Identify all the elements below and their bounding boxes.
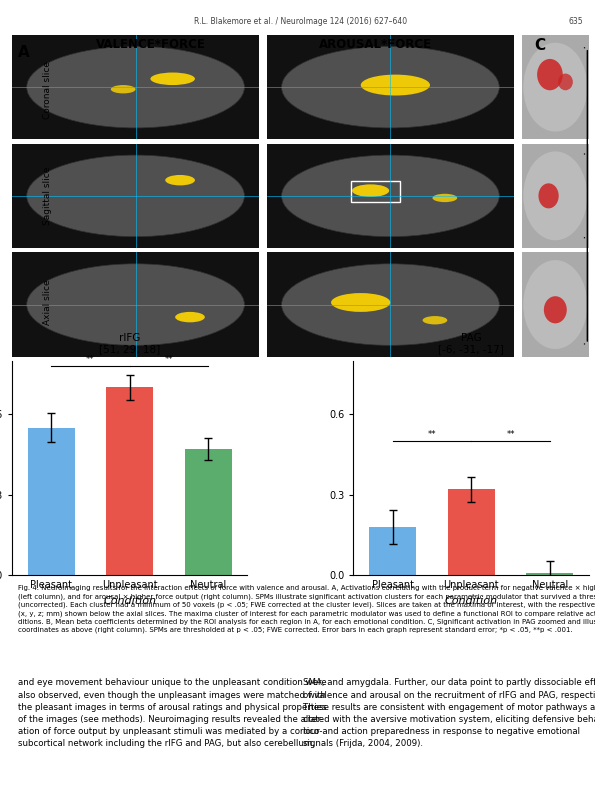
Text: VALENCE*FORCE: VALENCE*FORCE	[95, 38, 205, 51]
Text: Fig. 4. Neuroimaging results for the interaction effects of force with valence a: Fig. 4. Neuroimaging results for the int…	[18, 585, 595, 634]
Text: SMA, and amygdala. Further, our data point to partly dissociable effects
of vale: SMA, and amygdala. Further, our data poi…	[303, 678, 595, 748]
Bar	[369, 527, 416, 576]
Ellipse shape	[111, 85, 136, 94]
Text: A: A	[18, 44, 29, 60]
Bar	[184, 449, 232, 576]
Ellipse shape	[422, 316, 447, 325]
Ellipse shape	[537, 59, 563, 91]
Text: **: **	[428, 430, 436, 439]
Bar	[526, 572, 574, 576]
Text: Sagittal slice: Sagittal slice	[43, 167, 52, 225]
Bar	[447, 489, 495, 576]
Ellipse shape	[433, 194, 457, 202]
Ellipse shape	[27, 155, 245, 237]
Ellipse shape	[538, 183, 559, 208]
Ellipse shape	[165, 175, 195, 186]
Text: 635: 635	[569, 17, 583, 26]
Text: Axial slice: Axial slice	[43, 279, 52, 325]
Ellipse shape	[281, 46, 499, 128]
Ellipse shape	[523, 260, 587, 349]
Ellipse shape	[361, 75, 430, 95]
Bar	[27, 428, 75, 576]
Text: R.L. Blakemore et al. / NeuroImage 124 (2016) 627–640: R.L. Blakemore et al. / NeuroImage 124 (…	[194, 17, 407, 26]
Text: Coronal slice: Coronal slice	[43, 60, 52, 118]
Title: PAG
[-6, -31, -17]: PAG [-6, -31, -17]	[439, 333, 504, 354]
Ellipse shape	[151, 72, 195, 85]
Text: **: **	[86, 355, 95, 364]
Ellipse shape	[352, 184, 389, 197]
X-axis label: Condition: Condition	[103, 596, 156, 606]
Ellipse shape	[281, 155, 499, 237]
Bar	[106, 387, 154, 576]
Text: **: **	[165, 355, 173, 364]
Text: C: C	[534, 38, 546, 53]
Ellipse shape	[175, 312, 205, 322]
Ellipse shape	[27, 264, 245, 345]
X-axis label: Condition: Condition	[445, 596, 498, 606]
Ellipse shape	[523, 152, 587, 241]
Text: **: **	[506, 430, 515, 439]
Title: rIFG
[51, 29, 18]: rIFG [51, 29, 18]	[99, 333, 160, 354]
Ellipse shape	[27, 46, 245, 128]
Ellipse shape	[523, 43, 587, 132]
Ellipse shape	[281, 264, 499, 345]
Ellipse shape	[558, 74, 573, 91]
Text: and eye movement behaviour unique to the unpleasant condition were
also observed: and eye movement behaviour unique to the…	[18, 678, 326, 748]
Ellipse shape	[544, 296, 567, 323]
Text: AROUSAL*FORCE: AROUSAL*FORCE	[319, 38, 432, 51]
Bar	[351, 181, 400, 202]
Ellipse shape	[331, 293, 390, 312]
